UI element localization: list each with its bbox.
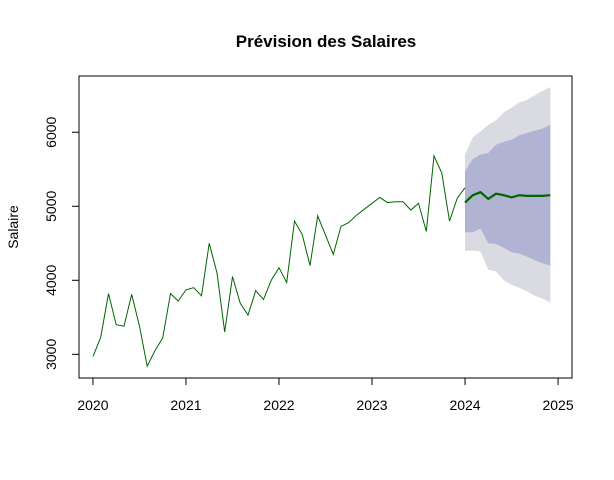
x-tick-label: 2021 [170,397,201,413]
x-tick-label: 2022 [263,397,294,413]
history-line [92,154,466,368]
x-tick-label: 2024 [449,397,480,413]
forecast-line [464,190,551,204]
chart-title: Prévision des Salaires [236,32,417,51]
x-tick-label: 2023 [356,397,387,413]
x-tick-label: 2020 [77,397,108,413]
series-lines [92,154,551,368]
y-axis-label: Salaire [5,205,21,249]
y-tick-label: 4000 [43,265,59,296]
y-tick-label: 5000 [43,190,59,221]
y-tick-label: 3000 [43,339,59,370]
y-axis: 3000 4000 5000 6000 [43,116,80,370]
x-tick-label: 2025 [542,397,573,413]
x-axis: 2020 2021 2022 2023 2024 2025 [77,377,574,413]
y-tick-label: 6000 [43,116,59,147]
